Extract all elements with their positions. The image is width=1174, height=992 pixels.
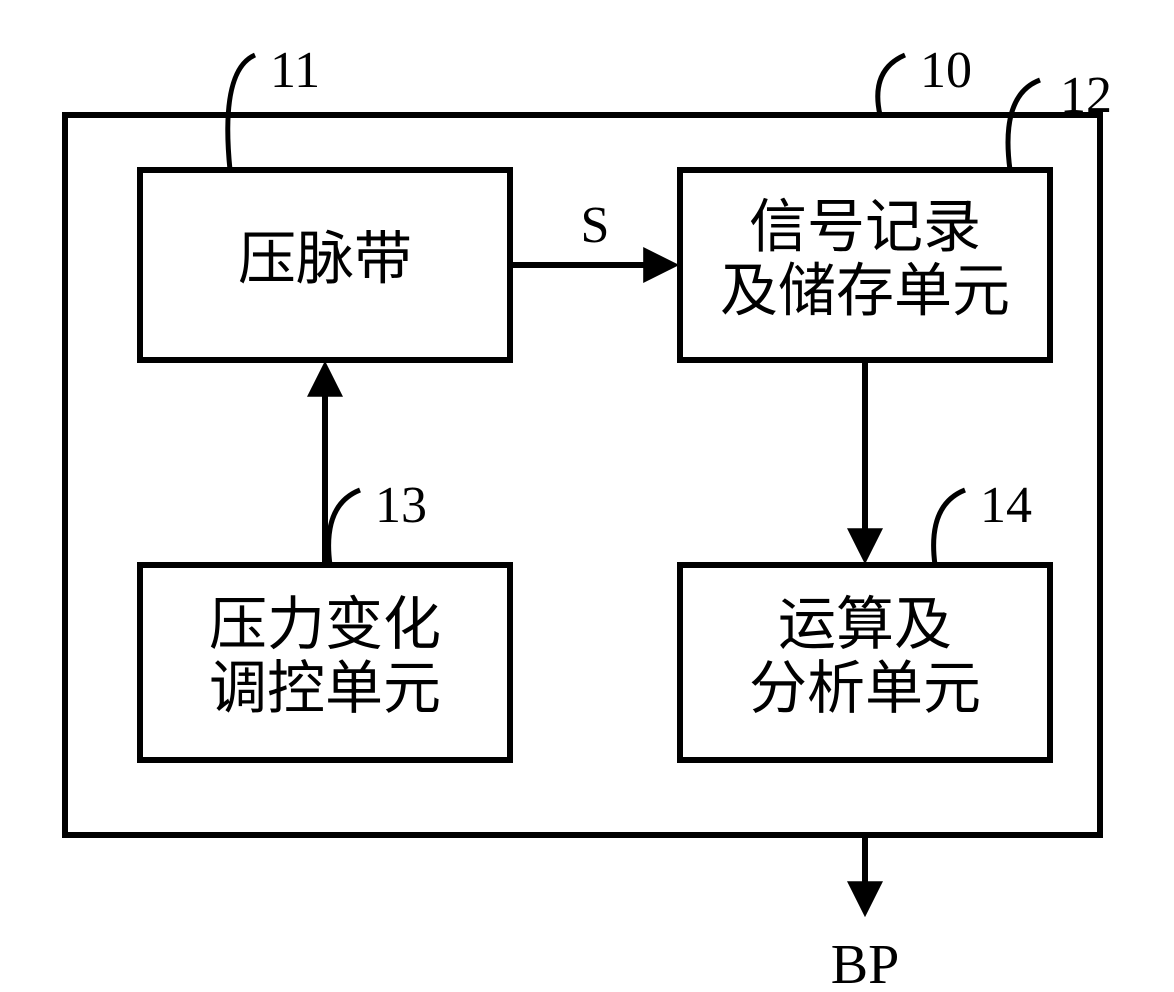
ref-label-10: 10: [920, 42, 972, 99]
node-recorder-label-1: 及储存单元: [720, 258, 1010, 323]
node-analyzer-label-0: 运算及: [778, 592, 952, 657]
node-recorder-label-0: 信号记录: [749, 194, 981, 259]
ref-label-14: 14: [980, 477, 1032, 534]
ref-label-12: 12: [1060, 67, 1112, 124]
edge-analyzer_out-label: BP: [831, 934, 900, 992]
node-controller-label-0: 压力变化: [209, 592, 441, 657]
node-analyzer-label-1: 分析单元: [749, 656, 981, 721]
edge-cuff_to_recorder-label: S: [581, 197, 610, 254]
ref-label-13: 13: [375, 477, 427, 534]
node-cuff-label-0: 压脉带: [238, 226, 412, 291]
ref-label-11: 11: [270, 42, 320, 99]
node-controller-label-1: 调控单元: [209, 656, 441, 721]
